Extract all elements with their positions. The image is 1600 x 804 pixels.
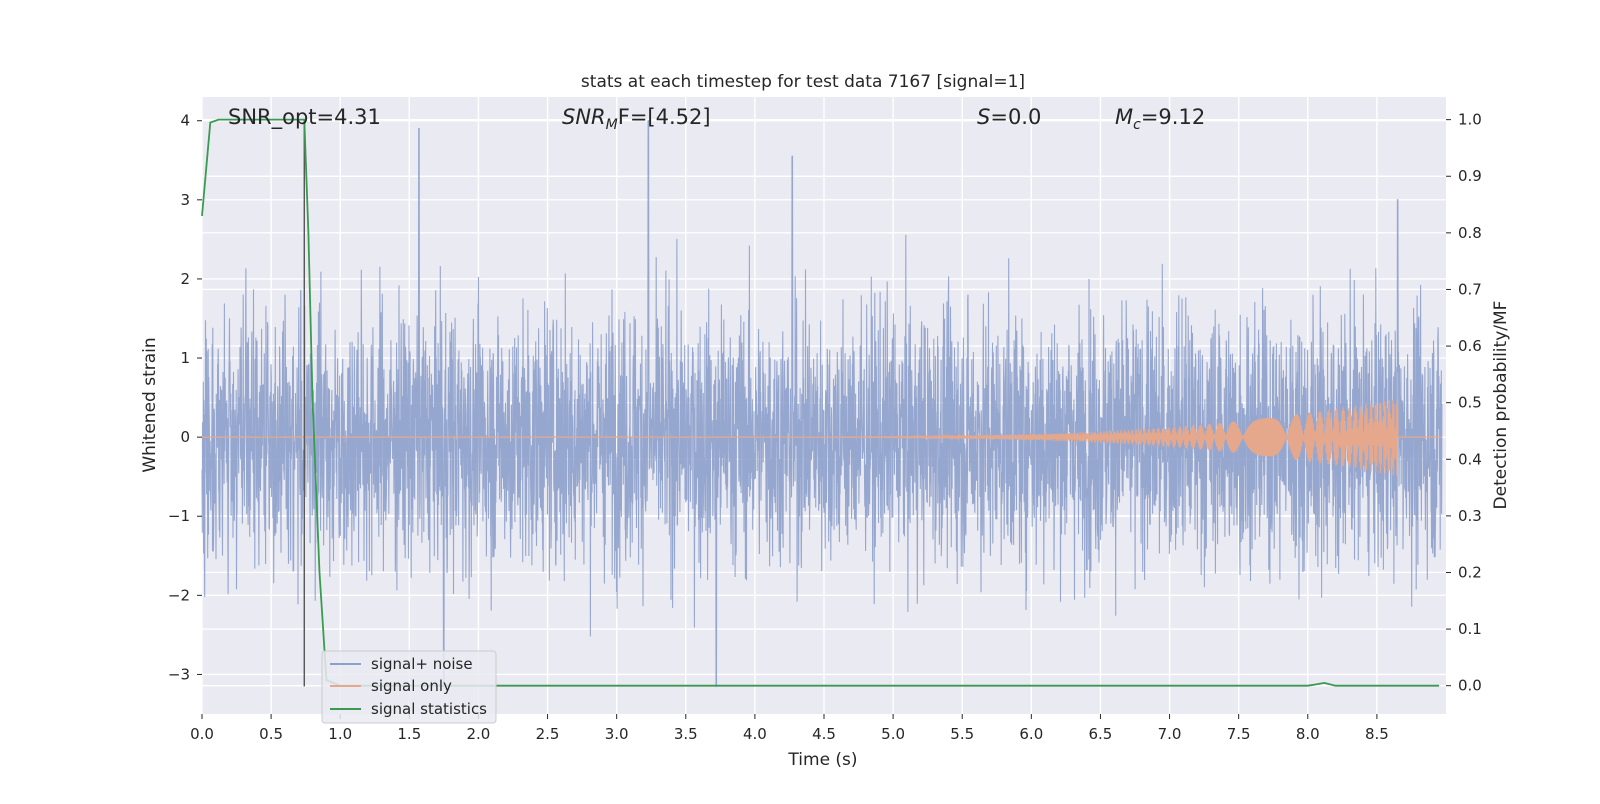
annotation-snr-mf-rest: F=[4.52] [618,105,711,129]
y-right-tick-label-6: 0.4 [1458,450,1482,468]
annotation-mc-main: M [1115,105,1133,129]
y-axis-right-label: Detection probability/MF [1491,301,1511,510]
x-tick-label-14: 7.0 [1158,725,1182,743]
series-signal-only [202,399,1442,476]
y-tick-label-1: 3 [180,191,190,209]
x-tick-label-9: 4.5 [812,725,836,743]
legend-label-stats: signal statistics [371,700,487,718]
x-tick-label-13: 6.5 [1089,725,1113,743]
legend-label-signal: signal only [371,677,452,695]
legend: signal+ noise signal only signal statist… [321,650,497,724]
x-tick-label-15: 7.5 [1227,725,1251,743]
y-right-tick-label-5: 0.5 [1458,394,1482,412]
x-tick-label-11: 5.5 [950,725,974,743]
grid-lines [201,97,1446,714]
x-tick-label-17: 8.5 [1365,725,1389,743]
annotation-snr-mf-main: SNR [562,105,606,129]
series-signal-noise [201,120,1443,687]
y-right-tick-label-3: 0.7 [1458,280,1482,298]
x-tick-label-2: 1.0 [328,725,352,743]
x-axis-ticks: 0.0 0.5 1.0 1.5 2.0 2.5 3.0 3.5 4.0 4.5 5.0 5.5 6.0 6… [190,714,1389,743]
y-tick-label-4: 0 [180,428,190,446]
y-right-tick-label-9: 0.1 [1458,620,1482,638]
annotation-s: S=0.0 [977,105,1041,129]
annotation-s-rest: =0.0 [990,105,1041,129]
annotation-mc-rest: =9.12 [1141,105,1205,129]
annotation-snr-opt: SNR_opt=4.31 [228,105,381,130]
legend-box [321,650,497,724]
y-axis-right-ticks: 1.0 0.9 0.8 0.7 0.6 0.5 0.4 0.3 0.2 0.1 0.0 [1446,111,1482,695]
y-tick-label-2: 2 [180,270,190,288]
y-tick-label-5: −1 [168,507,190,525]
y-right-tick-label-8: 0.2 [1458,563,1482,581]
signal-line [202,399,1442,476]
y-right-tick-label-7: 0.3 [1458,507,1482,525]
chart-title: stats at each timestep for test data 716… [581,72,1025,92]
x-tick-label-0: 0.0 [190,725,214,743]
y-tick-label-6: −2 [168,586,190,604]
annotation-mc: Mc=9.12 [1115,105,1205,133]
y-right-tick-label-0: 1.0 [1458,111,1482,129]
x-tick-label-10: 5.0 [881,725,905,743]
x-axis-label: Time (s) [787,750,857,770]
annotation-snr-mf-sub: M [606,117,618,133]
x-tick-label-7: 3.5 [674,725,698,743]
y-right-tick-label-2: 0.8 [1458,224,1482,242]
y-right-tick-label-4: 0.6 [1458,337,1482,355]
y-tick-label-3: 1 [180,349,190,367]
annotation-snr-mf: SNRMF=[4.52] [562,105,711,133]
x-tick-label-12: 6.0 [1019,725,1043,743]
x-tick-label-16: 8.0 [1296,725,1320,743]
annotation-mc-sub: c [1133,117,1141,133]
x-tick-label-6: 3.0 [605,725,629,743]
y-right-tick-label-1: 0.9 [1458,167,1482,185]
x-tick-label-4: 2.0 [467,725,491,743]
y-tick-label-7: −3 [168,665,190,683]
annotation-s-main: S [977,105,990,129]
y-axis-label: Whitened strain [140,337,160,472]
y-right-tick-label-10: 0.0 [1458,677,1482,695]
x-tick-label-8: 4.0 [743,725,767,743]
x-tick-label-1: 0.5 [259,725,283,743]
noise-line [201,120,1443,687]
x-tick-label-3: 1.5 [397,725,421,743]
y-tick-label-0: 4 [180,112,190,130]
y-axis-ticks: 4 3 2 1 0 −1 −2 −3 [168,112,202,683]
x-tick-label-5: 2.5 [536,725,560,743]
legend-label-noise: signal+ noise [371,655,473,673]
